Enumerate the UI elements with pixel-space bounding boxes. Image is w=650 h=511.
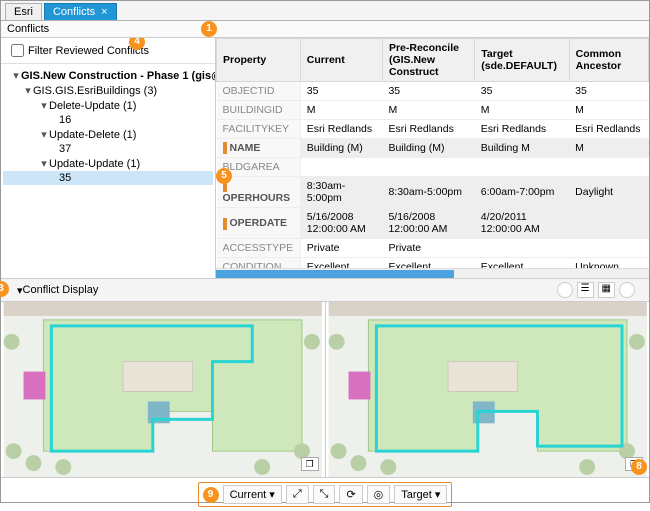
- zoom-extent-icon[interactable]: ⤡: [313, 485, 336, 504]
- filter-checkbox[interactable]: [11, 44, 24, 57]
- conflict-tree: ▾GIS.New Construction - Phase 1 (gis@eev…: [1, 64, 215, 189]
- map-target[interactable]: ❐ 8: [326, 302, 650, 477]
- table-row[interactable]: OPERDATE5/16/2008 12:00:00 AM5/16/2008 1…: [217, 208, 649, 239]
- filter-bar: Filter Reviewed Conflicts 4: [1, 38, 215, 64]
- grid-horizontal-scrollbar[interactable]: [216, 268, 649, 278]
- map-compare: ❐ ❐ 8: [1, 302, 649, 478]
- col-current[interactable]: Current: [300, 39, 382, 82]
- map-current-svg: [1, 302, 325, 477]
- tree-layer[interactable]: ▾GIS.GIS.EsriBuildings (3): [3, 83, 213, 98]
- table-row[interactable]: BLDGAREA: [217, 158, 649, 177]
- tree-root[interactable]: ▾GIS.New Construction - Phase 1 (gis@eev…: [3, 68, 213, 83]
- grid-header-row: Property Current Pre-Reconcile (GIS.New …: [217, 39, 649, 82]
- col-prereconcile[interactable]: Pre-Reconcile (GIS.New Construct: [382, 39, 474, 82]
- link-views-icon[interactable]: ⟳: [339, 485, 362, 504]
- tree-group-update-delete[interactable]: ▾Update-Delete (1): [3, 127, 213, 142]
- table-row[interactable]: OPERHOURS8:30am-5:00pm8:30am-5:00pm6:00a…: [217, 177, 649, 208]
- tab-conflicts[interactable]: Conflicts×: [44, 3, 117, 20]
- close-icon[interactable]: ×: [101, 6, 107, 18]
- bottom-toolbar: 9 Current ▾ ⤢ ⤡ ⟳ ◎ Target ▾: [1, 478, 649, 511]
- callout-8: 8: [631, 459, 647, 475]
- table-row[interactable]: FACILITYKEYEsri RedlandsEsri RedlandsEsr…: [217, 120, 649, 139]
- conflict-subheader: Conflicts 1: [1, 21, 649, 38]
- tree-item-16[interactable]: 16: [3, 113, 213, 127]
- tab-bar: Esri Conflicts×: [1, 1, 649, 21]
- tree-item-35[interactable]: 35: [3, 171, 213, 185]
- display-tool-list-icon[interactable]: ☰: [577, 282, 594, 298]
- callout-3: 3: [0, 281, 9, 297]
- attribute-grid-pane: 2 Property Current Pre-Reconcile (GIS.Ne…: [216, 38, 649, 278]
- map-target-svg: [326, 302, 650, 477]
- callout-7: 7: [619, 282, 635, 298]
- table-row[interactable]: BUILDINGIDMMMM: [217, 101, 649, 120]
- table-row[interactable]: ACCESSTYPEPrivatePrivate: [217, 239, 649, 258]
- display-tool-grid-icon[interactable]: ▦: [598, 282, 615, 298]
- table-row[interactable]: NAMEBuilding (M)Building (M)Building MM: [217, 139, 649, 158]
- tree-pane: Filter Reviewed Conflicts 4 ▾GIS.New Con…: [1, 38, 216, 278]
- col-property[interactable]: Property: [217, 39, 301, 82]
- tree-group-delete-update[interactable]: ▾Delete-Update (1): [3, 98, 213, 113]
- current-dropdown[interactable]: Current ▾: [223, 485, 282, 504]
- tree-item-37[interactable]: 37: [3, 142, 213, 156]
- callout-9: 9: [203, 487, 219, 503]
- map-current[interactable]: ❐: [1, 302, 326, 477]
- tab-esri[interactable]: Esri: [5, 3, 42, 20]
- col-ancestor[interactable]: Common Ancestor: [569, 39, 648, 82]
- highlight-icon[interactable]: ◎: [367, 485, 391, 504]
- target-dropdown[interactable]: Target ▾: [394, 485, 447, 504]
- callout-6: 6: [557, 282, 573, 298]
- zoom-in-icon[interactable]: ⤢: [286, 485, 309, 504]
- tree-group-update-update[interactable]: ▾Update-Update (1): [3, 156, 213, 171]
- col-target[interactable]: Target (sde.DEFAULT): [475, 39, 569, 82]
- attribute-grid: Property Current Pre-Reconcile (GIS.New …: [216, 38, 649, 278]
- callout-1: 1: [201, 21, 217, 37]
- conflict-display-header[interactable]: 3 ▾ Conflict Display 6 ☰ ▦ 7: [1, 278, 649, 302]
- map-popup-icon[interactable]: ❐: [301, 457, 319, 471]
- table-row[interactable]: OBJECTID35353535: [217, 82, 649, 101]
- callout-5: 5: [216, 168, 232, 184]
